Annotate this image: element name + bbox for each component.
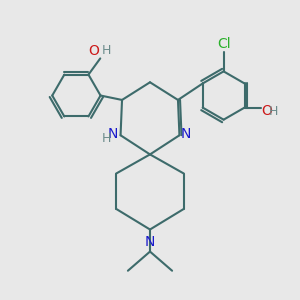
Text: O: O (262, 103, 272, 118)
Text: H: H (102, 44, 111, 57)
Text: H: H (102, 132, 111, 145)
Text: Cl: Cl (217, 37, 230, 51)
Text: N: N (145, 235, 155, 249)
Text: O: O (88, 44, 99, 58)
Text: N: N (108, 127, 119, 141)
Text: N: N (181, 127, 191, 141)
Text: H: H (269, 105, 278, 118)
